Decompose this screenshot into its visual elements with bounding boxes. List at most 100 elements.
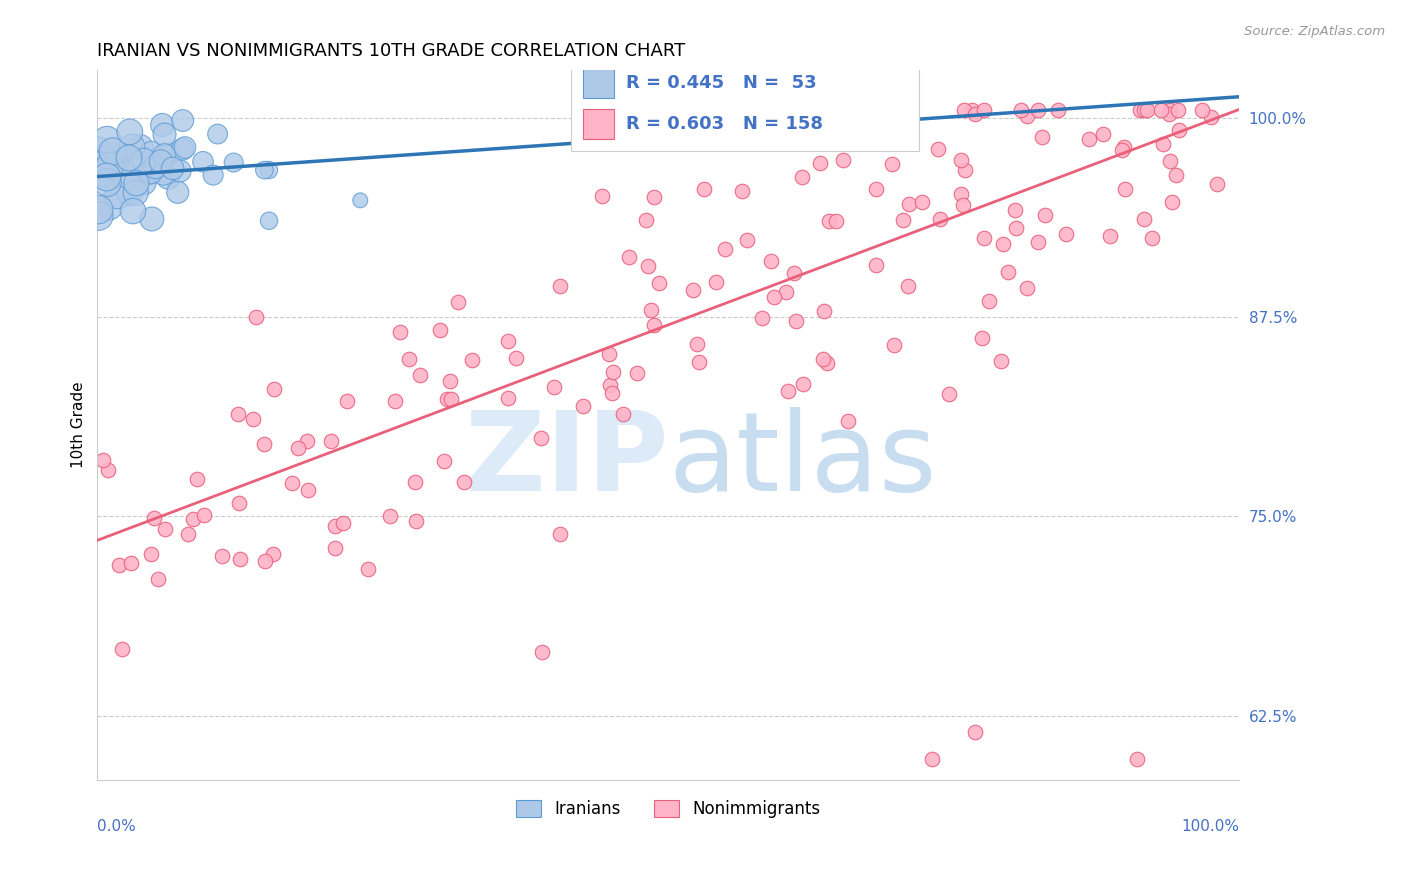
Point bbox=[89, 159, 111, 173]
Point bbox=[257, 163, 280, 178]
Point bbox=[91, 153, 114, 168]
Point bbox=[91, 453, 114, 467]
Point bbox=[1017, 281, 1039, 295]
Point bbox=[640, 303, 662, 318]
Point bbox=[938, 386, 960, 401]
Point bbox=[242, 412, 264, 426]
Point bbox=[612, 407, 634, 421]
Point bbox=[637, 259, 659, 273]
Point bbox=[811, 352, 834, 367]
Point bbox=[891, 213, 914, 227]
Point bbox=[141, 164, 163, 178]
Bar bbox=[582, 109, 614, 138]
Point bbox=[120, 557, 142, 571]
Point bbox=[1031, 129, 1053, 144]
Text: ZIP: ZIP bbox=[465, 407, 668, 514]
Point bbox=[865, 258, 887, 272]
Text: 100.0%: 100.0% bbox=[1181, 819, 1239, 834]
Point bbox=[287, 441, 309, 455]
Point bbox=[704, 276, 727, 290]
Point bbox=[883, 338, 905, 352]
Point bbox=[1142, 231, 1164, 245]
Point bbox=[297, 483, 319, 497]
Point bbox=[963, 107, 986, 121]
Point bbox=[336, 394, 359, 409]
Point bbox=[1168, 123, 1191, 137]
Point bbox=[688, 355, 710, 369]
Point bbox=[169, 164, 191, 178]
Point bbox=[965, 724, 987, 739]
Point bbox=[682, 283, 704, 297]
Point bbox=[177, 526, 200, 541]
Point bbox=[997, 264, 1019, 278]
Point bbox=[962, 103, 984, 117]
Point bbox=[228, 496, 250, 510]
Point bbox=[602, 365, 624, 379]
Point bbox=[181, 511, 204, 525]
Point bbox=[762, 290, 785, 304]
Point bbox=[1026, 235, 1049, 249]
Point bbox=[1092, 127, 1115, 141]
Text: R = 0.445   N =  53: R = 0.445 N = 53 bbox=[626, 74, 817, 92]
Point bbox=[319, 434, 342, 448]
Point bbox=[751, 310, 773, 325]
Point bbox=[1129, 103, 1152, 117]
Point bbox=[1160, 194, 1182, 209]
Point bbox=[921, 752, 943, 766]
Point bbox=[927, 142, 949, 156]
Point bbox=[433, 454, 456, 468]
Point bbox=[186, 472, 208, 486]
Point bbox=[172, 113, 194, 128]
Point bbox=[973, 103, 995, 117]
Point bbox=[107, 188, 129, 202]
Point bbox=[228, 552, 250, 566]
Point bbox=[405, 514, 427, 528]
Point bbox=[990, 353, 1012, 368]
Point bbox=[211, 549, 233, 563]
Point bbox=[91, 165, 114, 179]
Point bbox=[349, 194, 371, 208]
Point bbox=[447, 295, 470, 310]
Point bbox=[880, 157, 903, 171]
Point bbox=[97, 169, 120, 184]
Point bbox=[950, 187, 973, 202]
Point bbox=[398, 351, 420, 366]
Point bbox=[808, 155, 831, 169]
Point bbox=[118, 151, 141, 165]
Point bbox=[87, 202, 110, 217]
Point bbox=[782, 266, 804, 280]
Point bbox=[98, 199, 121, 213]
Point bbox=[496, 391, 519, 405]
Point bbox=[1010, 103, 1032, 117]
Point bbox=[634, 212, 657, 227]
Point bbox=[813, 303, 835, 318]
Point bbox=[970, 331, 993, 345]
Point bbox=[648, 277, 671, 291]
Point bbox=[262, 547, 284, 561]
Point bbox=[617, 250, 640, 264]
FancyBboxPatch shape bbox=[571, 55, 920, 152]
Point bbox=[104, 158, 127, 172]
Text: Source: ZipAtlas.com: Source: ZipAtlas.com bbox=[1244, 25, 1385, 38]
Point bbox=[150, 118, 173, 132]
Point bbox=[141, 146, 163, 161]
Point bbox=[530, 645, 553, 659]
Point bbox=[1132, 103, 1154, 117]
Point bbox=[295, 434, 318, 449]
Point bbox=[145, 160, 167, 174]
Point bbox=[146, 572, 169, 586]
Point bbox=[440, 392, 463, 407]
Point bbox=[979, 294, 1001, 309]
Point bbox=[323, 541, 346, 555]
Bar bbox=[582, 68, 614, 98]
Point bbox=[153, 128, 176, 142]
Point bbox=[1047, 103, 1070, 117]
Point bbox=[108, 558, 131, 573]
Point bbox=[139, 548, 162, 562]
Point bbox=[253, 163, 276, 178]
Point bbox=[929, 212, 952, 227]
Point bbox=[572, 399, 595, 413]
Point bbox=[643, 318, 665, 332]
Point bbox=[121, 140, 143, 154]
Point bbox=[1099, 228, 1122, 243]
